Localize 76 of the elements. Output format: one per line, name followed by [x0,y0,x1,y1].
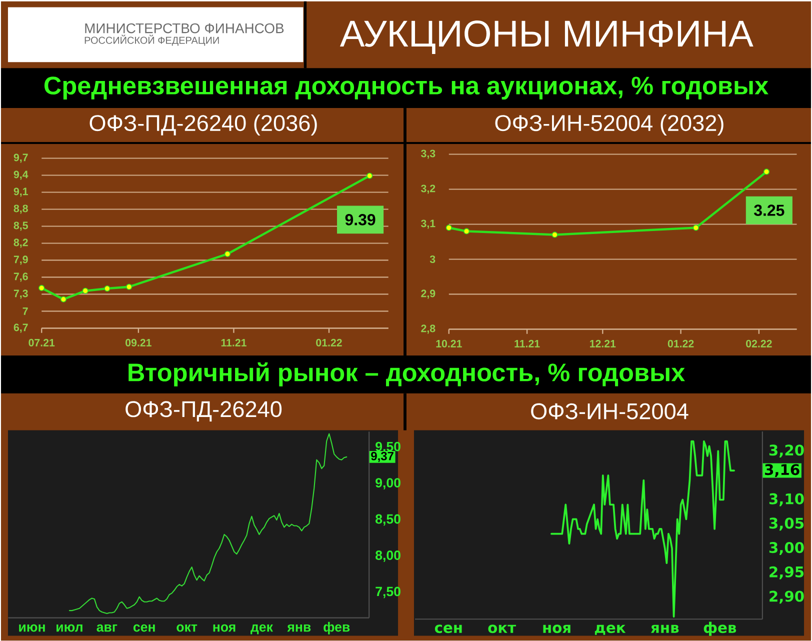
point [82,288,88,294]
y-tick-label: 9,00 [376,478,400,490]
y-tick-label: 8,8 [14,204,28,214]
x-tick-label: 09.21 [126,339,152,347]
y-tick-label: 7,3 [14,290,28,299]
x-tick-label: 01.22 [316,339,342,347]
y-tick-label: 3,1 [421,220,436,229]
y-tick-label: 3,05 [769,518,804,531]
text: 9,37 [371,452,394,462]
x-tick-label: 07.21 [28,339,55,347]
x-tick-label: июн [19,624,45,632]
text: Средневзвешенная доходность на аукционах, % годовых [44,76,768,100]
chart-title: ОФЗ-ИН-52004 [531,403,688,420]
x-tick-label: ноя [543,624,570,634]
point [763,168,770,175]
x-tick-label: 10.21 [436,340,462,348]
y-tick-label: 2,8 [421,324,436,334]
y-tick-label: 7,6 [14,272,28,282]
y-tick-label: 3,10 [769,493,804,506]
point [126,284,132,290]
text: 3,16 [765,464,800,478]
y-tick-label: 3,20 [769,444,804,458]
text: Вторичный рынок – доходность, % годовых [128,362,685,387]
x-tick-label: 11.21 [514,340,540,348]
y-tick-label: 7,9 [14,256,28,265]
x-tick-label: дек [250,624,273,634]
point [552,232,558,238]
y-tick-label: 8,00 [376,550,400,562]
y-tick-label: 3,3 [421,150,436,159]
x-tick-label: 01.22 [668,340,694,348]
y-tick-label: 3 [430,256,436,264]
data-label: 3.25 [754,204,784,216]
x-tick-label: янв [287,624,311,632]
data-label: 9.39 [345,214,376,226]
y-tick-label: 6,7 [14,324,28,333]
y-tick-label: 7,50 [376,586,400,598]
x-tick-label: фев [324,622,350,634]
x-tick-label: янв [651,624,679,633]
text: РОССИЙСКОЙ ФЕДЕРАЦИИ [84,34,219,46]
point [60,296,67,302]
x-tick-label: окт [176,624,198,632]
point [463,228,470,234]
x-tick-label: июл [56,624,82,632]
y-tick-label: 8,50 [376,514,400,526]
y-tick-label: 3,2 [421,184,436,194]
x-tick-label: фев [704,622,736,636]
point [366,172,373,179]
x-tick-label: окт [488,624,516,634]
x-tick-label: дек [594,624,626,636]
x-tick-label: 12.21 [590,340,616,348]
y-tick-label: 9,7 [14,154,28,163]
text: МИНИСТЕРСТВО ФИНАНСОВ [85,23,284,34]
x-tick-label: сен [133,624,155,632]
y-tick-label: 2,90 [770,590,804,604]
y-tick-label: 2,9 [421,290,436,299]
point [104,286,110,292]
y-tick-label: 8,2 [14,238,28,248]
x-tick-label: 02.22 [746,340,772,348]
chart-title: ОФЗ-ИН-52004 (2032) [495,114,724,136]
point [224,251,231,258]
x-tick-label: авг [96,624,118,632]
y-tick-label: 7 [22,308,28,315]
x-tick-label: ноя [213,624,236,632]
text: АУКЦИОНЫ МИНФИНА [340,20,754,54]
chart-title: ОФЗ-ПД-26240 [126,401,282,422]
y-tick-label: 9,4 [14,170,28,180]
point [38,285,45,292]
chart-title: ОФЗ-ПД-26240 (2036) [90,114,317,136]
x-tick-label: сен [434,624,462,634]
y-tick-label: 2,95 [770,566,804,580]
y-tick-label: 9,1 [14,188,28,197]
x-tick-label: 11.21 [221,339,246,346]
y-tick-label: 8,5 [14,222,28,231]
y-tick-label: 3,00 [769,542,804,556]
point [692,224,699,231]
point [446,224,452,231]
